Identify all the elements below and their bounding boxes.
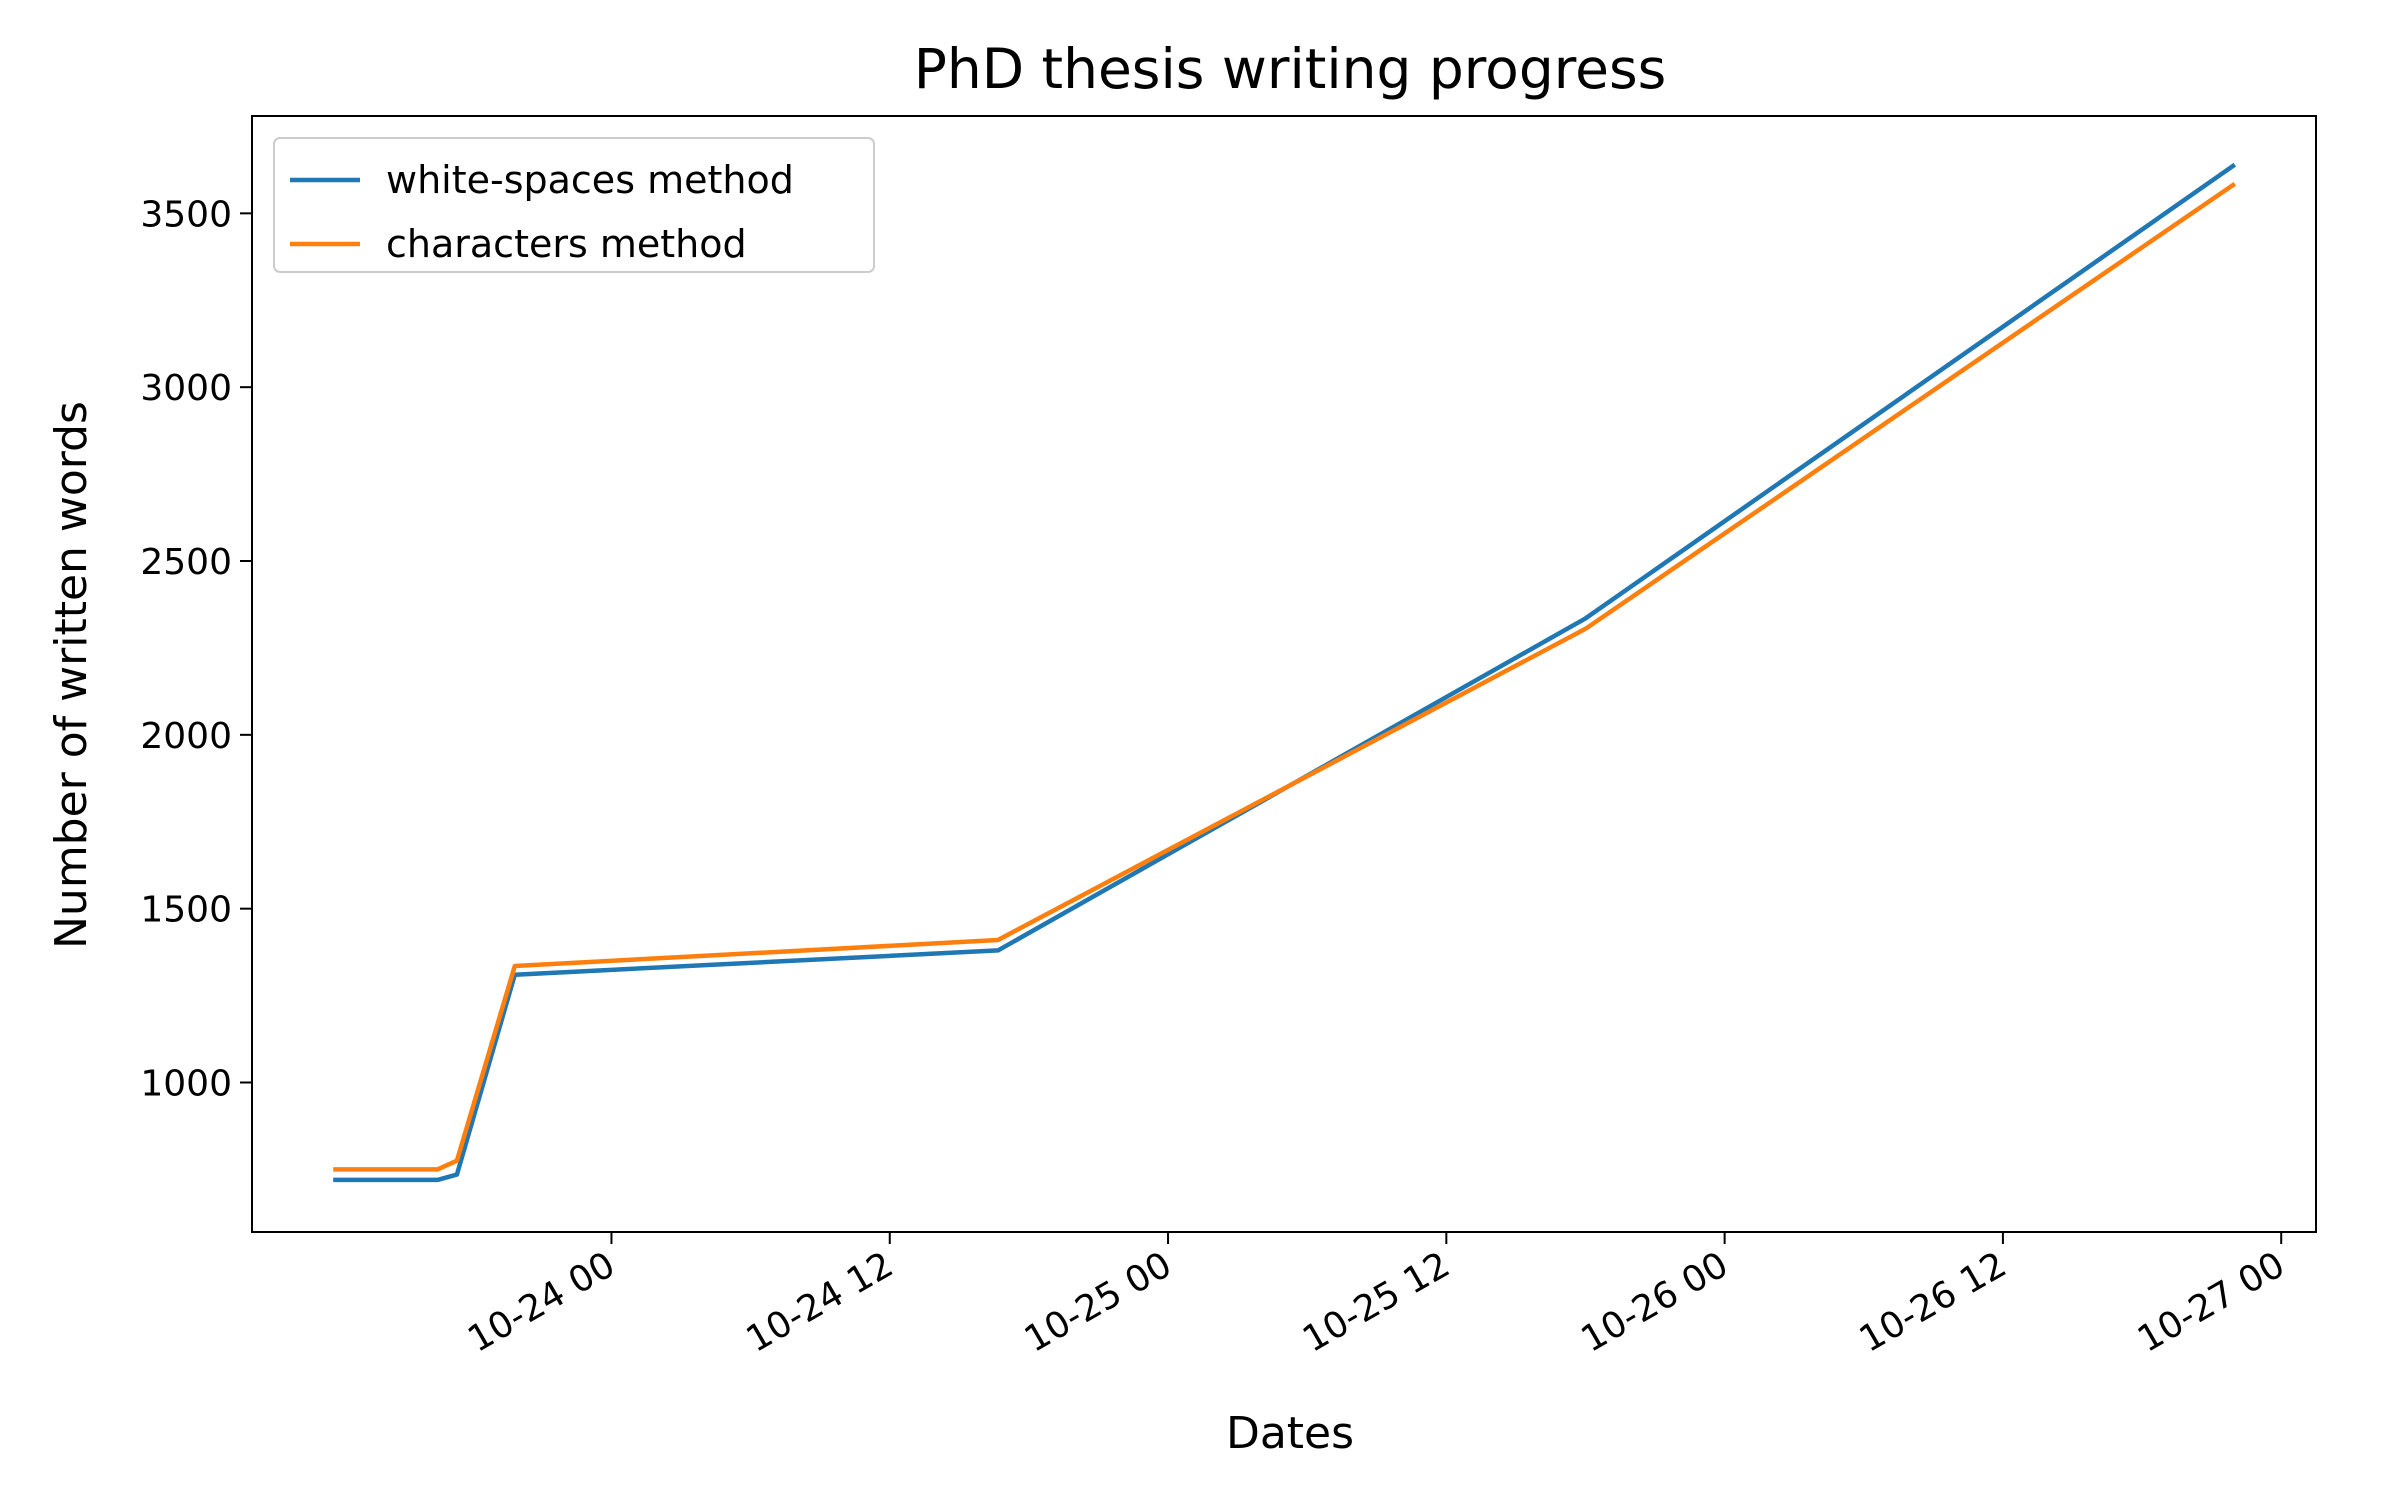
y-tick-label: 3000 [140, 368, 232, 409]
series-line-2 [333, 181, 2237, 1172]
x-tick-label: 10-24 00 [461, 1244, 622, 1360]
chart-title: PhD thesis writing progress [914, 37, 1667, 101]
y-tick-label: 1000 [140, 1064, 232, 1105]
x-tick-label: 10-25 00 [1018, 1244, 1179, 1360]
series-line-1 [333, 162, 2237, 1183]
legend-box [273, 137, 875, 273]
plot-area: 1000 1500 2000 2500 3000 3500 10-24 00 10-24 12… [140, 115, 2317, 1361]
x-tick-label: 10-26 00 [1574, 1244, 1735, 1360]
y-tick-label: 2500 [140, 542, 232, 583]
x-tick-label: 10-25 12 [1296, 1244, 1457, 1360]
plot-frame [251, 115, 2317, 1233]
y-tick-label: 3500 [140, 194, 232, 235]
x-tick-label: 10-24 12 [740, 1244, 901, 1360]
y-axis-label: Number of written words [46, 401, 97, 949]
y-tick-label: 2000 [140, 716, 232, 757]
x-axis-label: Dates [1226, 1408, 1354, 1459]
legend-entry-1: white-spaces method [386, 158, 794, 202]
x-tick-label: 10-26 12 [1853, 1244, 2014, 1360]
x-tick-label: 10-27 00 [2131, 1244, 2292, 1360]
legend-entry-2: characters method [386, 222, 747, 266]
y-tick-label: 1500 [140, 890, 232, 931]
